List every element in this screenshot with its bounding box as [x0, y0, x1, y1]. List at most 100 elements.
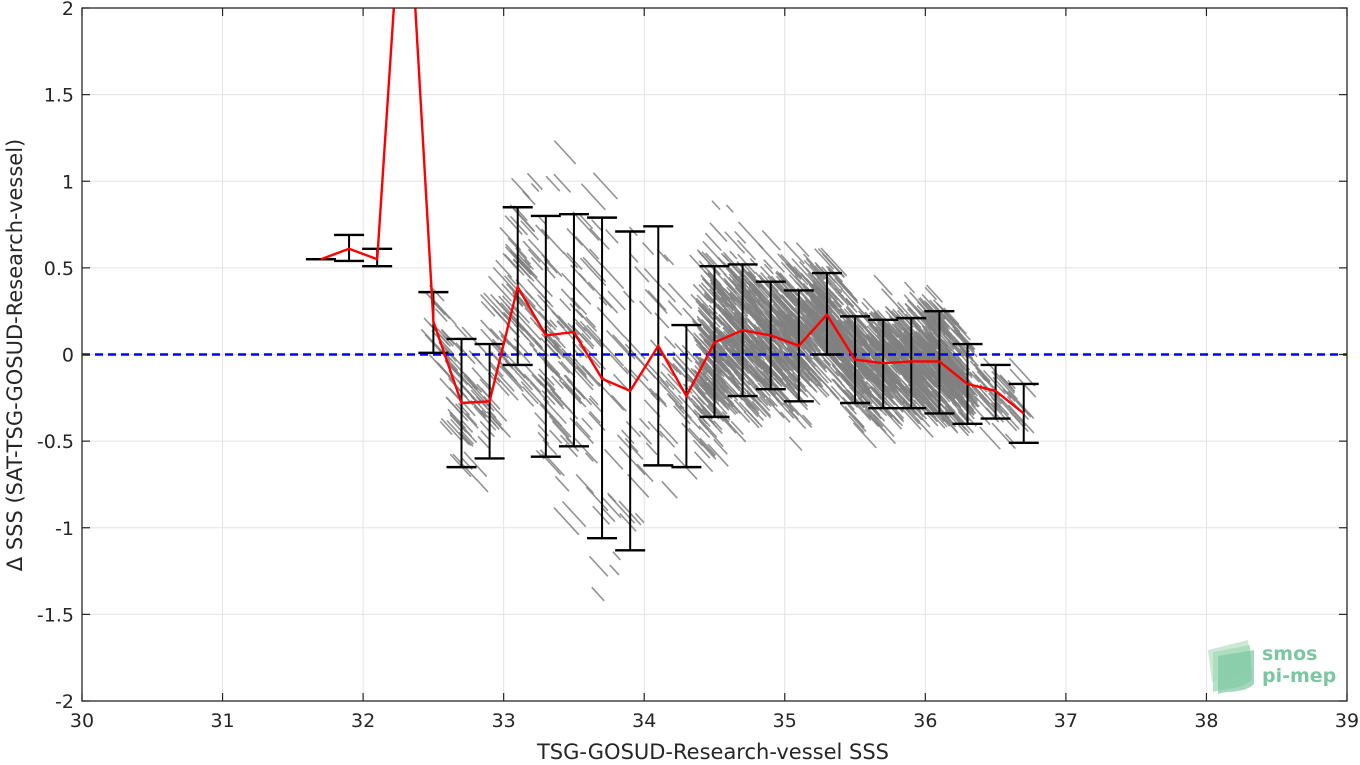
scatter-point	[817, 295, 844, 324]
scatter-point	[562, 381, 573, 393]
scatter-point	[957, 398, 972, 415]
mean-line-path	[320, 8, 1025, 415]
scatter-point	[513, 338, 530, 356]
scatter-point	[616, 434, 632, 451]
scatter-point	[709, 296, 730, 319]
scatter-point	[741, 363, 759, 383]
scatter-point	[705, 355, 722, 374]
scatter-point	[537, 373, 562, 400]
scatter-point	[902, 376, 926, 402]
scatter-point	[534, 412, 547, 425]
x-tick-label: 37	[1054, 710, 1078, 732]
scatter-point	[864, 315, 879, 332]
scatter-point	[898, 346, 907, 356]
scatter-point	[794, 275, 817, 300]
scatter-point	[729, 296, 749, 317]
scatter-point	[725, 322, 737, 334]
scatter-point	[579, 214, 594, 230]
scatter-point	[703, 294, 713, 304]
scatter-point	[889, 387, 905, 405]
scatter-point	[780, 254, 803, 278]
scatter-point	[589, 227, 610, 250]
scatter-point	[708, 288, 723, 304]
scatter-point	[591, 586, 605, 602]
scatter-point	[573, 364, 594, 387]
scatter-point	[468, 349, 483, 365]
scatter-point	[927, 334, 954, 363]
scatter-point	[805, 354, 833, 383]
scatter-point	[751, 400, 767, 418]
scatter-point	[622, 290, 635, 304]
scatter-point	[792, 358, 810, 377]
scatter-point	[994, 402, 1020, 430]
scatter-point	[654, 392, 667, 406]
scatter-point	[952, 409, 974, 434]
scatter-point	[780, 294, 800, 315]
scatter-point	[659, 378, 684, 405]
scatter-point	[873, 413, 895, 437]
scatter-point	[777, 317, 790, 331]
scatter-point	[545, 334, 561, 351]
scatter-point	[796, 287, 821, 314]
scatter-point	[883, 399, 892, 409]
scatter-point	[668, 394, 678, 405]
scatter-point	[891, 310, 910, 330]
scatter-point	[772, 324, 790, 343]
scatter-point	[548, 415, 570, 438]
scatter-point	[707, 272, 719, 285]
scatter-point	[915, 418, 934, 438]
scatter-point	[866, 333, 877, 345]
scatter-point	[800, 305, 818, 325]
scatter-point	[696, 294, 709, 308]
scatter-point	[951, 319, 971, 341]
scatter-point	[845, 298, 854, 308]
scatter-point	[496, 377, 519, 401]
smos-pi-mep-logo: smos pi-mep	[1208, 640, 1336, 694]
scatter-point	[821, 336, 837, 354]
scatter-point	[638, 430, 653, 445]
scatter-point	[504, 215, 523, 235]
scatter-point	[520, 330, 529, 341]
scatter-point	[730, 420, 744, 436]
scatter-point	[850, 363, 866, 380]
scatter-point	[640, 372, 649, 382]
scatter-point	[647, 420, 664, 438]
scatter-point	[523, 259, 534, 271]
scatter-point	[755, 281, 777, 305]
scatter-point	[721, 371, 730, 381]
scatter-point	[868, 362, 880, 375]
scatter-point	[454, 324, 468, 338]
scatter-point	[692, 410, 718, 438]
scatter-point	[976, 370, 987, 382]
scatter-point	[610, 394, 627, 412]
scatter-point	[927, 309, 946, 330]
y-tick-label: -2	[55, 691, 74, 713]
scatter-point	[704, 232, 722, 252]
scatter-point	[944, 328, 956, 340]
scatter-point	[663, 386, 685, 410]
scatter-point	[487, 275, 513, 302]
scatter-point	[446, 359, 473, 389]
scatter-point	[971, 370, 997, 398]
scatter-point	[725, 358, 751, 386]
y-tick-label: -1.5	[37, 604, 74, 626]
scatter-point	[814, 248, 835, 270]
scatter-point	[514, 370, 533, 391]
scatter-point	[699, 441, 717, 460]
scatter-point	[539, 403, 558, 424]
scatter-point	[473, 405, 497, 431]
scatter-point	[788, 409, 807, 430]
scatter-point	[586, 248, 603, 266]
scatter-point	[855, 373, 871, 390]
scatter-point	[741, 268, 769, 299]
scatter-point	[778, 302, 789, 315]
scatter-point	[817, 336, 835, 356]
scatter-point	[730, 376, 740, 386]
scatter-point	[817, 383, 830, 397]
scatter-point	[793, 266, 820, 295]
scatter-point	[663, 335, 676, 349]
scatter-point	[603, 448, 624, 470]
scatter-point	[918, 356, 931, 371]
scatter-point	[788, 274, 797, 283]
scatter-point	[434, 360, 449, 375]
